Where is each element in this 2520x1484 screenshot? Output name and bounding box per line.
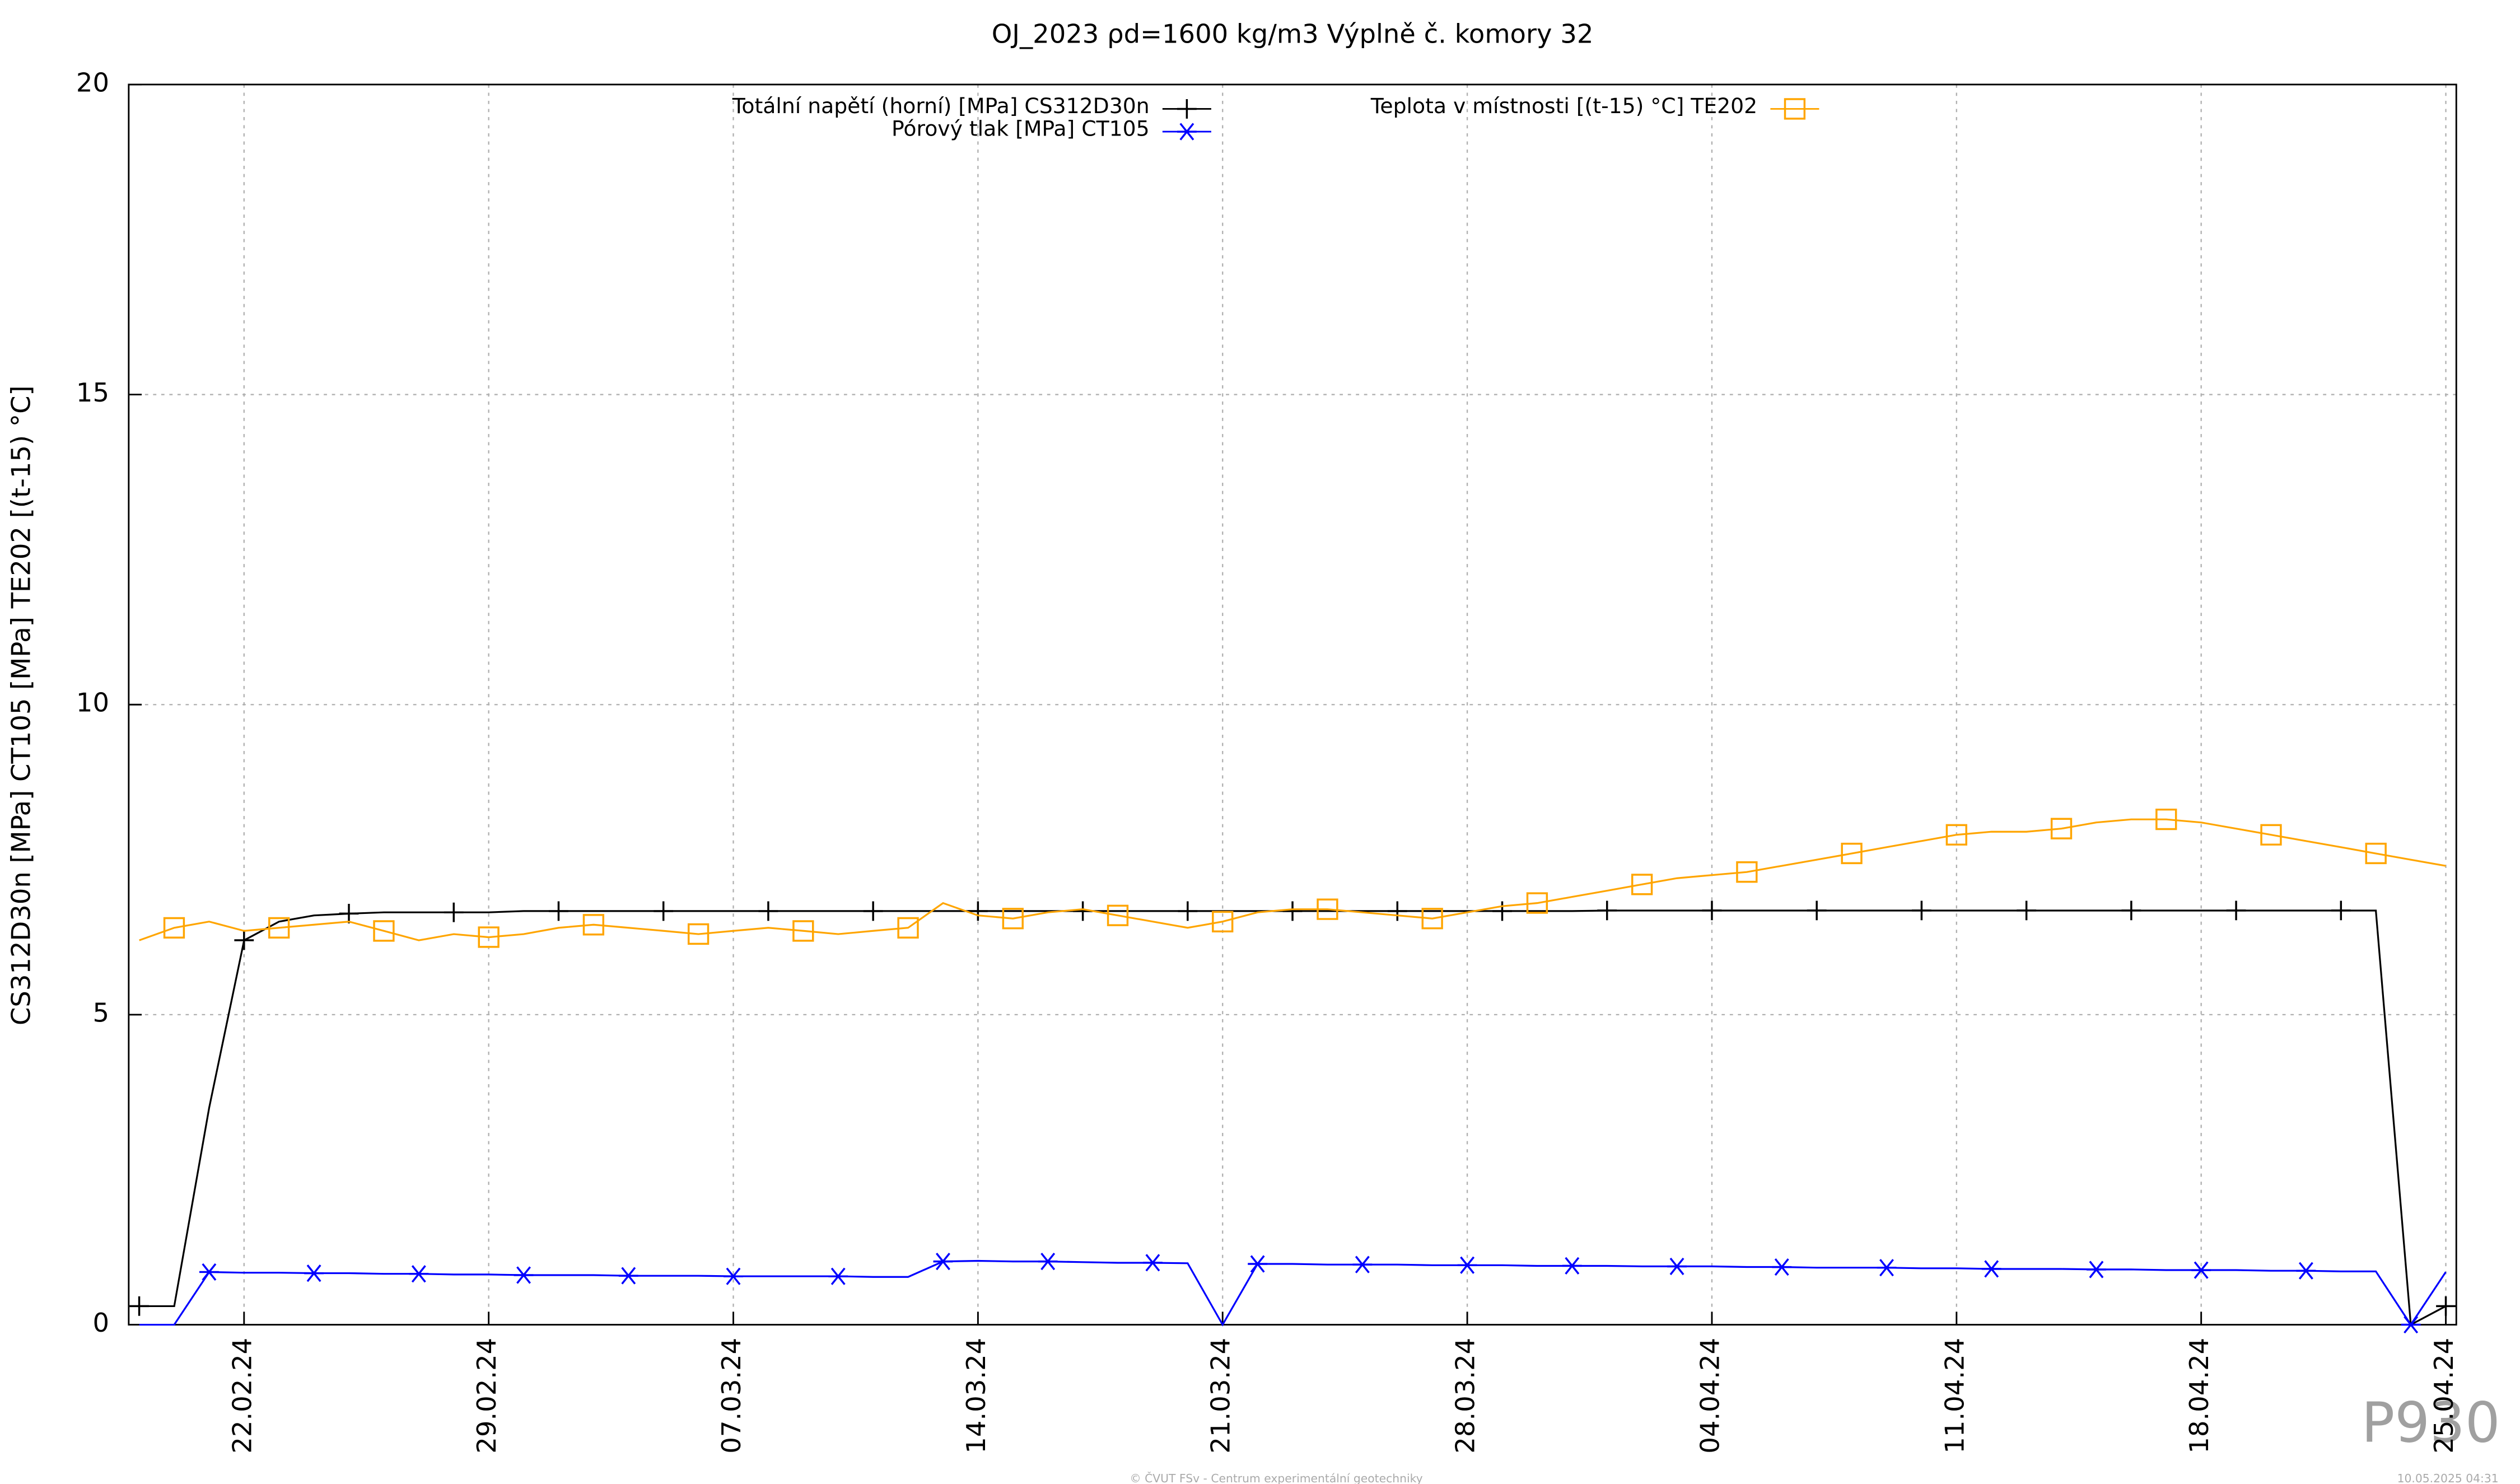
marker: [199, 1263, 219, 1281]
marker: [1143, 1254, 1163, 1272]
marker: [1387, 901, 1407, 921]
marker: [1457, 1256, 1477, 1274]
marker: [618, 1267, 638, 1285]
marker: [2401, 1315, 2421, 1334]
marker: [1784, 98, 1806, 120]
x-tick-label: 28.03.24: [1450, 1338, 1481, 1454]
marker: [1492, 901, 1512, 921]
marker: [933, 1253, 953, 1271]
marker: [1107, 904, 1129, 926]
chart-title: OJ_2023 ρd=1600 kg/m3 Výplně č. komory 3…: [992, 18, 1594, 49]
x-tick-label: 22.02.24: [227, 1338, 257, 1454]
marker: [129, 1296, 149, 1316]
footer: © ČVUT FSv - Centrum experimentální geot…: [1130, 1471, 1422, 1484]
marker: [1562, 1257, 1582, 1275]
marker: [1421, 908, 1443, 930]
marker: [897, 917, 919, 939]
series-line: [139, 818, 2446, 941]
marker: [2017, 900, 2037, 921]
marker: [2436, 1296, 2456, 1316]
marker: [1248, 1255, 1268, 1273]
marker: [268, 917, 290, 939]
marker: [1841, 842, 1863, 865]
y-tick-label: 20: [76, 67, 109, 97]
marker: [1945, 824, 1967, 846]
marker: [2121, 900, 2141, 921]
marker: [1178, 901, 1198, 921]
marker: [1038, 1253, 1058, 1271]
y-tick-label: 10: [76, 688, 109, 718]
marker: [304, 1264, 324, 1282]
marker: [758, 901, 778, 921]
y-tick-label: 0: [92, 1308, 109, 1338]
marker: [654, 901, 674, 921]
marker: [444, 902, 464, 922]
marker: [2331, 900, 2351, 921]
marker: [1702, 900, 1722, 921]
marker: [478, 926, 500, 948]
marker: [792, 920, 814, 942]
plot-frame: [128, 83, 2457, 1326]
marker: [549, 901, 568, 921]
marker: [1911, 900, 1931, 921]
y-axis-label: CS312D30n [MPa] CT105 [MPa] TE202 [(t-15…: [6, 385, 36, 1025]
marker: [2191, 1261, 2211, 1279]
marker: [1597, 900, 1617, 921]
marker: [514, 1266, 534, 1284]
marker: [1807, 900, 1827, 921]
timestamp: 10.05.2025 04:31: [2397, 1472, 2499, 1484]
marker: [582, 914, 605, 936]
series-line: [139, 909, 2447, 1327]
marker: [828, 1267, 848, 1285]
marker: [163, 917, 185, 939]
marker: [2260, 824, 2282, 846]
marker: [968, 901, 988, 921]
marker: [2050, 818, 2073, 839]
y-tick-label: 15: [76, 377, 109, 408]
legend-label: Totální napětí (horní) [MPa] CS312D30n: [732, 94, 1150, 118]
marker: [1282, 901, 1303, 921]
x-tick-label: 14.03.24: [961, 1338, 991, 1454]
marker: [1877, 1259, 1897, 1277]
x-tick-label: 04.04.24: [1695, 1338, 1725, 1454]
legend-label: Teplota v místnosti [(t-15) °C] TE202: [1370, 94, 1757, 118]
marker: [373, 920, 395, 942]
marker: [863, 901, 883, 921]
marker: [1177, 99, 1197, 119]
marker: [2296, 1262, 2316, 1280]
watermark: P930: [2362, 1391, 2500, 1455]
marker: [724, 1267, 743, 1285]
x-tick-label: 18.04.24: [2184, 1338, 2214, 1454]
x-tick-label: 29.02.24: [472, 1338, 502, 1454]
marker: [409, 1265, 429, 1283]
marker: [1772, 1258, 1792, 1276]
marker: [234, 930, 254, 950]
marker: [1177, 123, 1197, 141]
marker: [2226, 900, 2246, 921]
marker: [1352, 1256, 1373, 1273]
marker: [1981, 1260, 2001, 1278]
x-tick-label: 11.04.24: [1939, 1338, 1970, 1454]
marker: [2365, 842, 2387, 865]
marker: [2155, 808, 2177, 830]
marker: [339, 903, 359, 923]
marker: [1667, 1257, 1687, 1276]
marker: [1212, 911, 1234, 932]
marker: [1631, 874, 1653, 895]
x-tick-label: 07.03.24: [716, 1338, 746, 1454]
marker: [687, 923, 710, 945]
marker: [1317, 898, 1338, 920]
marker: [2087, 1261, 2106, 1278]
x-tick-label: 25.04.24: [2429, 1338, 2459, 1454]
y-tick-label: 5: [92, 997, 109, 1028]
marker: [1736, 861, 1758, 883]
marker: [1526, 892, 1548, 914]
legend-label: Pórový tlak [MPa] CT105: [892, 116, 1150, 141]
marker: [1002, 908, 1024, 930]
x-tick-label: 21.03.24: [1206, 1338, 1236, 1454]
